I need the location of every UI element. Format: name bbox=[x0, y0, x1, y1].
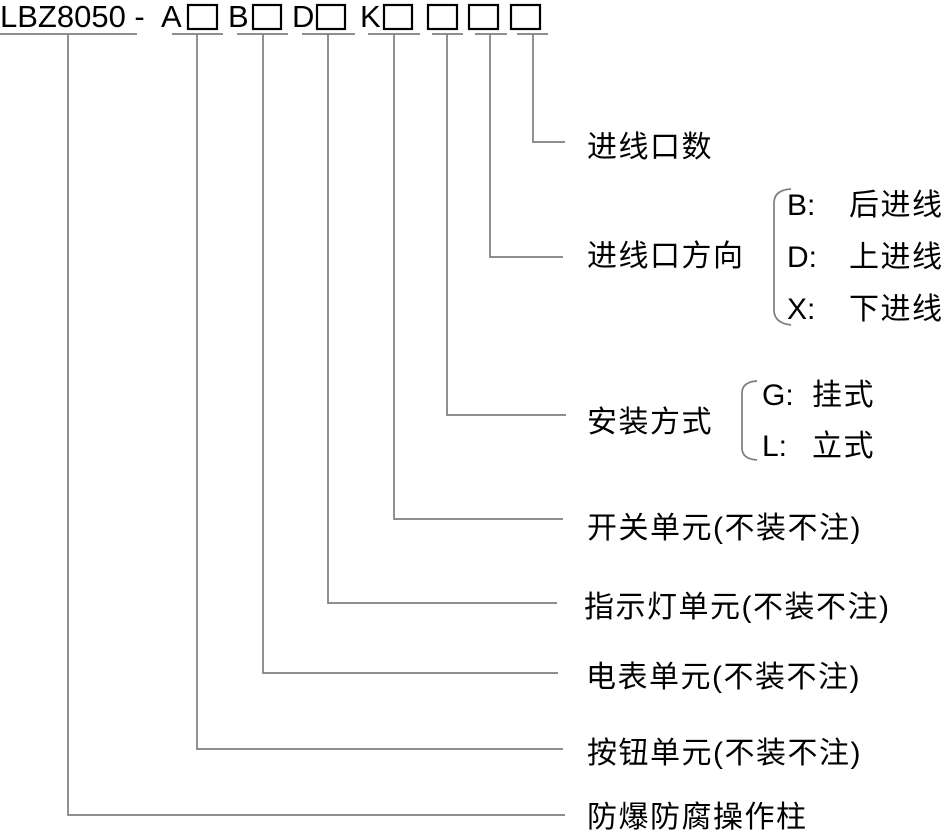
option-code: L: bbox=[762, 430, 788, 463]
option-code: B: bbox=[787, 189, 816, 222]
option-desc: 立式 bbox=[812, 430, 875, 463]
option-mounting-l: L: 立式 bbox=[762, 429, 875, 465]
label-inlet-count: 进线口数 bbox=[587, 131, 713, 164]
leader-button-unit bbox=[196, 34, 563, 750]
code-boxes bbox=[186, 3, 542, 31]
option-inlet-direction-b: B: 后进线 bbox=[787, 188, 944, 224]
label-button-unit: 按钮单元(不装不注) bbox=[587, 737, 862, 770]
option-code: G: bbox=[762, 379, 794, 412]
model-prefix-k: K bbox=[360, 0, 381, 34]
leader-meter-unit bbox=[262, 34, 558, 674]
label-column: 防爆防腐操作柱 bbox=[587, 801, 808, 834]
code-box-button-unit bbox=[186, 3, 219, 31]
leader-inlet-count bbox=[532, 34, 565, 143]
option-desc: 后进线 bbox=[849, 189, 944, 222]
option-mounting-g: G: 挂式 bbox=[762, 378, 875, 414]
leader-mounting bbox=[446, 34, 566, 416]
code-box-switch-unit bbox=[382, 3, 414, 31]
option-code: D: bbox=[787, 241, 817, 274]
code-box-inlet-direction bbox=[467, 3, 500, 31]
option-code: X: bbox=[787, 293, 816, 326]
label-inlet-direction: 进线口方向 bbox=[587, 240, 745, 273]
option-inlet-direction-x: X: 下进线 bbox=[787, 292, 944, 328]
label-switch-unit: 开关单元(不装不注) bbox=[587, 512, 862, 545]
code-box-inlet-count bbox=[509, 3, 542, 31]
model-prefix-b: B bbox=[228, 0, 249, 34]
code-box-meter-unit bbox=[251, 3, 283, 31]
code-box-indicator-unit bbox=[315, 3, 347, 31]
leader-switch-unit bbox=[393, 34, 563, 520]
leader-indicator-unit bbox=[327, 34, 557, 604]
label-indicator-unit: 指示灯单元(不装不注) bbox=[584, 591, 891, 624]
leader-column bbox=[67, 34, 565, 816]
option-desc: 上进线 bbox=[849, 241, 944, 274]
option-desc: 下进线 bbox=[849, 293, 944, 326]
label-mounting: 安装方式 bbox=[587, 406, 713, 439]
leader-inlet-direction bbox=[489, 34, 563, 258]
option-inlet-direction-d: D: 上进线 bbox=[787, 240, 944, 276]
option-desc: 挂式 bbox=[812, 379, 875, 412]
leader-lines bbox=[67, 34, 566, 816]
bracket-mounting-options bbox=[741, 380, 758, 461]
model-prefix-a: A bbox=[161, 0, 182, 34]
bracket-inlet-direction-options bbox=[773, 188, 792, 326]
code-box-mounting bbox=[426, 3, 459, 31]
model-series-text: LBZ8050 - bbox=[0, 0, 145, 34]
model-prefix-d: D bbox=[292, 0, 315, 34]
label-meter-unit: 电表单元(不装不注) bbox=[586, 661, 861, 694]
